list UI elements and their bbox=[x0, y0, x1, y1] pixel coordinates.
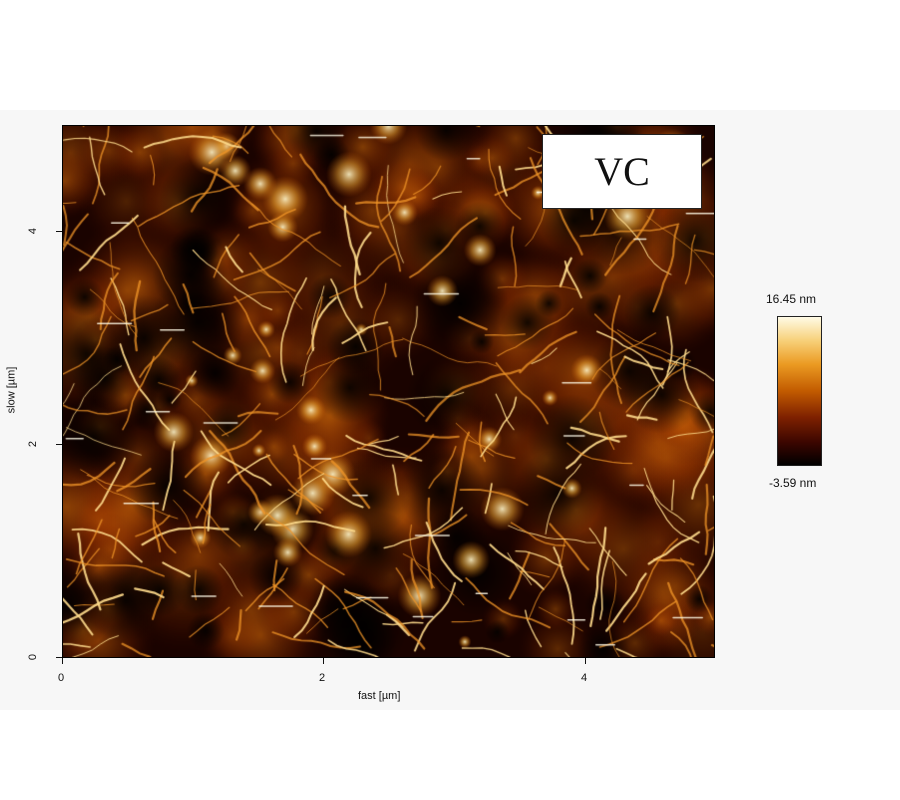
y-tick-mark-0 bbox=[56, 657, 62, 658]
x-tick-mark-2 bbox=[323, 658, 324, 664]
y-tick-mark-2 bbox=[56, 444, 62, 445]
x-tick-label: 2 bbox=[319, 672, 326, 684]
afm-image bbox=[63, 126, 714, 657]
x-tick-mark-0 bbox=[62, 658, 63, 664]
x-tick-label: 4 bbox=[581, 672, 588, 684]
y-tick-label: 0 bbox=[27, 653, 40, 661]
y-tick-label: 4 bbox=[27, 227, 40, 235]
y-tick-mark-4 bbox=[56, 231, 62, 232]
x-tick-mark-4 bbox=[585, 658, 586, 664]
x-axis-label: fast [µm] bbox=[358, 690, 401, 702]
colorbar-max-label: 16.45 nm bbox=[766, 292, 817, 306]
colorbar bbox=[777, 316, 822, 466]
y-tick-label: 2 bbox=[27, 440, 40, 448]
colorbar-min-label: -3.59 nm bbox=[769, 476, 817, 490]
afm-height-map: VC bbox=[62, 125, 715, 658]
sample-label: VC bbox=[542, 134, 702, 209]
x-tick-label: 0 bbox=[58, 672, 65, 684]
y-axis-label: slow [µm] bbox=[5, 366, 18, 414]
